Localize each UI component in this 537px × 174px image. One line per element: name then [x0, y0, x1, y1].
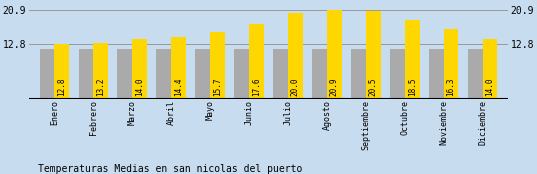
Bar — [118, 49, 132, 99]
Text: 20.9: 20.9 — [330, 77, 339, 96]
Bar — [405, 20, 419, 99]
Text: Temperaturas Medias en san nicolas del puerto: Temperaturas Medias en san nicolas del p… — [38, 164, 302, 174]
Text: 14.0: 14.0 — [135, 77, 144, 96]
Bar — [273, 49, 288, 99]
Bar — [468, 49, 483, 99]
Bar — [351, 49, 366, 99]
Bar — [78, 49, 93, 99]
Bar — [40, 49, 54, 99]
Bar — [93, 42, 108, 99]
Bar — [234, 49, 249, 99]
Text: 14.0: 14.0 — [485, 77, 495, 96]
Bar — [132, 39, 147, 99]
Text: 15.7: 15.7 — [213, 77, 222, 96]
Bar — [288, 13, 303, 99]
Bar — [366, 11, 381, 99]
Text: 18.5: 18.5 — [408, 77, 417, 96]
Bar — [429, 49, 444, 99]
Text: 13.2: 13.2 — [96, 77, 105, 96]
Bar — [156, 49, 171, 99]
Text: 17.6: 17.6 — [252, 77, 261, 96]
Bar — [210, 32, 225, 99]
Bar — [171, 37, 186, 99]
Bar — [444, 29, 459, 99]
Bar — [312, 49, 327, 99]
Bar — [249, 24, 264, 99]
Bar — [390, 49, 405, 99]
Text: 20.0: 20.0 — [291, 77, 300, 96]
Bar — [327, 10, 342, 99]
Bar — [195, 49, 210, 99]
Bar — [54, 44, 69, 99]
Bar — [483, 39, 497, 99]
Text: 14.4: 14.4 — [174, 77, 183, 96]
Text: 20.5: 20.5 — [369, 77, 378, 96]
Text: 12.8: 12.8 — [57, 77, 66, 96]
Text: 16.3: 16.3 — [447, 77, 455, 96]
